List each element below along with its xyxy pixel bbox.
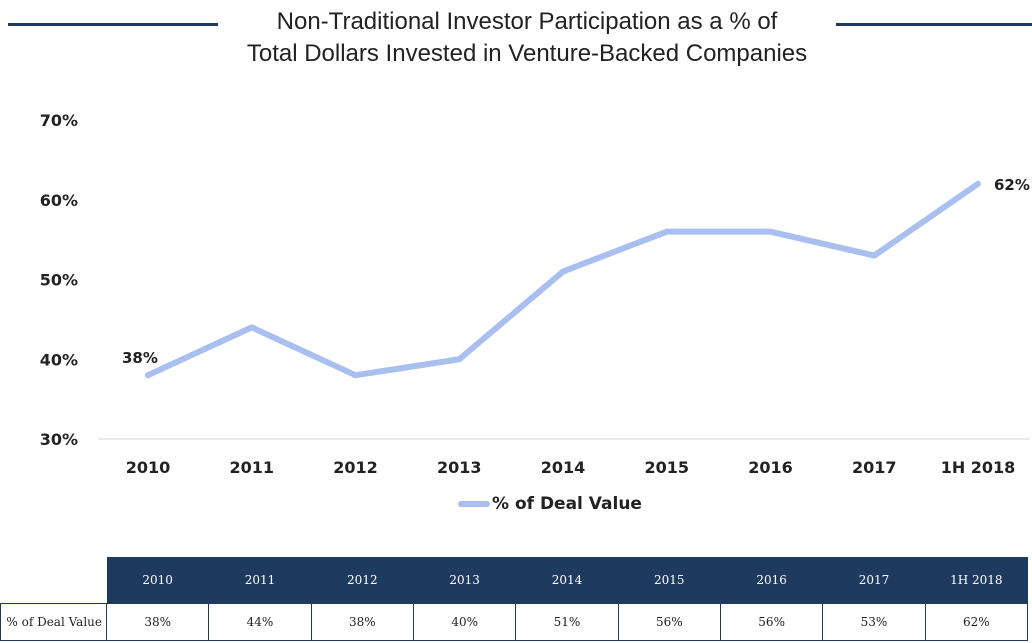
series-line: [145, 180, 981, 379]
data-point: [767, 228, 774, 235]
data-point: [145, 372, 151, 379]
chart-title: Non-Traditional Investor Participation a…: [220, 6, 834, 70]
table-cell: 38%: [105, 603, 210, 641]
legend-label: % of Deal Value: [492, 494, 642, 514]
table-header-row: 2010 2011 2012 2013 2014 2015 2016 2017 …: [0, 557, 1028, 604]
x-tick-label: 2016: [748, 458, 793, 477]
chart-title-line1: Non-Traditional Investor Participation a…: [276, 8, 778, 35]
x-tick-label: 2014: [541, 458, 586, 477]
table-cell: 40%: [412, 603, 517, 641]
data-point: [560, 268, 566, 275]
table-cell: 38%: [310, 603, 414, 641]
y-tick-label: 40%: [40, 350, 78, 369]
x-tick-label: 2012: [333, 458, 378, 477]
title-area: Non-Traditional Investor Participation a…: [0, 4, 1032, 74]
table-cell: 62%: [924, 603, 1029, 641]
table-cell: 51%: [515, 603, 619, 641]
table-cell: 44%: [208, 603, 312, 641]
data-point: [456, 356, 463, 363]
table-cell: 56%: [719, 603, 824, 641]
x-tick-label: 2017: [852, 458, 897, 477]
table-header-cell: 2014: [515, 557, 619, 604]
title-rule-left: [8, 23, 218, 26]
data-point: [975, 180, 981, 187]
table-header-cell: 2013: [413, 557, 516, 604]
table-row: % of Deal Value 38% 44% 38% 40% 51% 56% …: [0, 603, 1029, 641]
x-tick-label: 2011: [229, 458, 274, 477]
chart-title-line2: Total Dollars Invested in Venture-Backed…: [246, 40, 808, 67]
title-rule-right: [836, 23, 1032, 26]
data-label-first: 38%: [122, 349, 158, 367]
legend: % of Deal Value: [458, 494, 642, 514]
table-header-cell: 2015: [618, 557, 721, 604]
data-point: [352, 372, 359, 379]
data-point: [871, 252, 878, 259]
table-header-cell: 1H 2018: [925, 557, 1028, 604]
y-tick-label: 50%: [40, 271, 78, 290]
table-row-label: % of Deal Value: [0, 603, 107, 641]
line-chart: 30% 40% 50% 60% 70% 2010 2011 2012 2013 2014 2015 2…: [40, 111, 1030, 477]
legend-swatch: [458, 501, 490, 507]
x-tick-label: 2010: [126, 458, 171, 477]
y-tick-label: 30%: [40, 430, 78, 449]
table-header-cell: 2017: [822, 557, 926, 604]
x-tick-label: 2013: [437, 458, 482, 477]
table-cell: 56%: [617, 603, 721, 641]
data-point: [663, 228, 670, 235]
table-header-cell: 2016: [720, 557, 823, 604]
table-header-cell: 2012: [311, 557, 414, 604]
x-tick-label: 1H 2018: [941, 458, 1016, 477]
data-label-last: 62%: [994, 176, 1030, 194]
table-corner: [0, 557, 107, 604]
data-point: [248, 324, 255, 331]
y-tick-label: 60%: [40, 191, 78, 210]
x-tick-label: 2015: [644, 458, 689, 477]
data-table: 2010 2011 2012 2013 2014 2015 2016 2017 …: [0, 557, 1029, 641]
table-header-cell: 2010: [106, 557, 209, 604]
table-header-cell: 2011: [208, 557, 312, 604]
y-tick-label: 70%: [40, 111, 78, 130]
table-cell: 53%: [822, 603, 926, 641]
